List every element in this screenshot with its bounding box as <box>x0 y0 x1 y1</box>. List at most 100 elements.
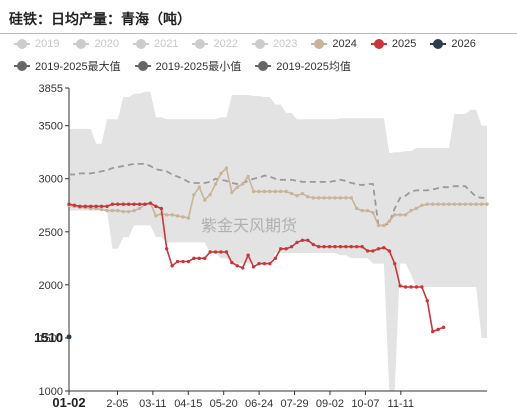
data-point[interactable] <box>360 208 364 213</box>
data-point[interactable] <box>257 261 261 266</box>
data-point[interactable] <box>89 204 93 209</box>
data-point[interactable] <box>235 185 239 189</box>
data-point[interactable] <box>127 202 131 206</box>
data-point[interactable] <box>208 192 212 197</box>
legend-item-2026[interactable]: 2026 <box>430 38 476 50</box>
data-point[interactable] <box>317 196 321 200</box>
data-point[interactable] <box>387 249 391 253</box>
data-point[interactable] <box>192 192 196 197</box>
data-point[interactable] <box>110 202 115 206</box>
data-point[interactable] <box>262 261 267 266</box>
data-point[interactable] <box>284 189 288 194</box>
data-point[interactable] <box>420 203 424 207</box>
data-point[interactable] <box>338 244 343 249</box>
data-point[interactable] <box>311 196 315 200</box>
data-point[interactable] <box>219 250 223 254</box>
data-point[interactable] <box>154 214 158 218</box>
data-point[interactable] <box>186 259 191 264</box>
data-point[interactable] <box>425 202 429 206</box>
data-point[interactable] <box>365 249 370 253</box>
data-point[interactable] <box>436 202 440 206</box>
data-point[interactable] <box>431 329 435 334</box>
data-point[interactable] <box>344 244 348 249</box>
data-point[interactable] <box>170 213 174 217</box>
data-point[interactable] <box>251 265 256 269</box>
legend-item-2019-2025均值[interactable]: 2019-2025均值 <box>255 58 351 74</box>
data-point[interactable] <box>197 256 201 261</box>
data-point[interactable] <box>137 206 142 211</box>
data-point[interactable] <box>99 207 104 212</box>
data-point[interactable] <box>241 266 245 270</box>
data-point[interactable] <box>371 211 375 215</box>
data-point[interactable] <box>458 202 462 206</box>
data-point[interactable] <box>175 259 180 264</box>
data-point[interactable] <box>349 196 353 200</box>
data-point[interactable] <box>273 256 277 261</box>
data-point[interactable] <box>132 202 136 206</box>
data-point[interactable] <box>441 325 446 330</box>
legend-item-2025[interactable]: 2025 <box>370 38 416 50</box>
data-point[interactable] <box>474 202 478 206</box>
data-point[interactable] <box>105 208 109 213</box>
data-point[interactable] <box>83 204 87 209</box>
data-point[interactable] <box>469 202 473 206</box>
data-point[interactable] <box>279 247 283 251</box>
data-point[interactable] <box>409 285 413 289</box>
data-point[interactable] <box>192 256 196 261</box>
data-point[interactable] <box>289 244 294 249</box>
legend-item-2020[interactable]: 2020 <box>73 38 119 50</box>
data-point[interactable] <box>479 202 484 206</box>
data-point[interactable] <box>284 247 288 251</box>
legend-item-2019-2025最小值[interactable]: 2019-2025最小值 <box>134 58 241 74</box>
legend-item-2023[interactable]: 2023 <box>251 38 297 50</box>
data-point[interactable] <box>213 182 218 186</box>
data-point[interactable] <box>317 244 321 249</box>
data-point[interactable] <box>154 204 158 209</box>
data-point[interactable] <box>376 223 381 228</box>
data-point[interactable] <box>105 204 109 209</box>
data-point[interactable] <box>295 194 299 198</box>
data-point[interactable] <box>165 213 169 217</box>
data-point[interactable] <box>143 202 147 206</box>
data-point[interactable] <box>110 208 115 213</box>
data-point[interactable] <box>268 261 272 266</box>
data-point[interactable] <box>127 209 131 214</box>
data-point[interactable] <box>463 202 467 206</box>
data-point[interactable] <box>371 249 375 253</box>
data-point[interactable] <box>295 240 299 245</box>
data-point[interactable] <box>279 189 283 194</box>
data-point[interactable] <box>273 189 277 194</box>
data-point[interactable] <box>349 244 353 249</box>
data-point[interactable] <box>235 264 239 268</box>
data-point[interactable] <box>425 299 429 303</box>
data-point[interactable] <box>289 191 294 196</box>
data-point[interactable] <box>300 238 305 242</box>
data-point[interactable] <box>230 260 234 265</box>
data-point[interactable] <box>393 261 397 266</box>
data-point[interactable] <box>452 202 457 206</box>
data-point[interactable] <box>197 185 201 189</box>
data-point[interactable] <box>170 264 174 268</box>
data-point[interactable] <box>311 242 315 247</box>
data-point[interactable] <box>186 216 191 220</box>
data-point[interactable] <box>409 208 413 213</box>
data-point[interactable] <box>306 238 310 242</box>
data-point[interactable] <box>365 208 370 213</box>
data-point[interactable] <box>251 189 256 194</box>
data-point[interactable] <box>322 244 326 249</box>
data-point[interactable] <box>203 256 207 261</box>
data-point[interactable] <box>376 247 381 251</box>
data-point[interactable] <box>116 202 120 206</box>
data-point[interactable] <box>333 244 337 249</box>
data-point[interactable] <box>306 195 310 199</box>
data-point[interactable] <box>116 208 120 213</box>
data-point[interactable] <box>241 182 245 186</box>
legend-item-2021[interactable]: 2021 <box>132 38 178 50</box>
data-point[interactable] <box>268 189 272 194</box>
data-point[interactable] <box>355 206 359 211</box>
data-point[interactable] <box>485 202 489 206</box>
data-point[interactable] <box>393 213 397 217</box>
data-point[interactable] <box>441 202 446 206</box>
data-point[interactable] <box>436 327 440 332</box>
data-point[interactable] <box>175 214 180 218</box>
